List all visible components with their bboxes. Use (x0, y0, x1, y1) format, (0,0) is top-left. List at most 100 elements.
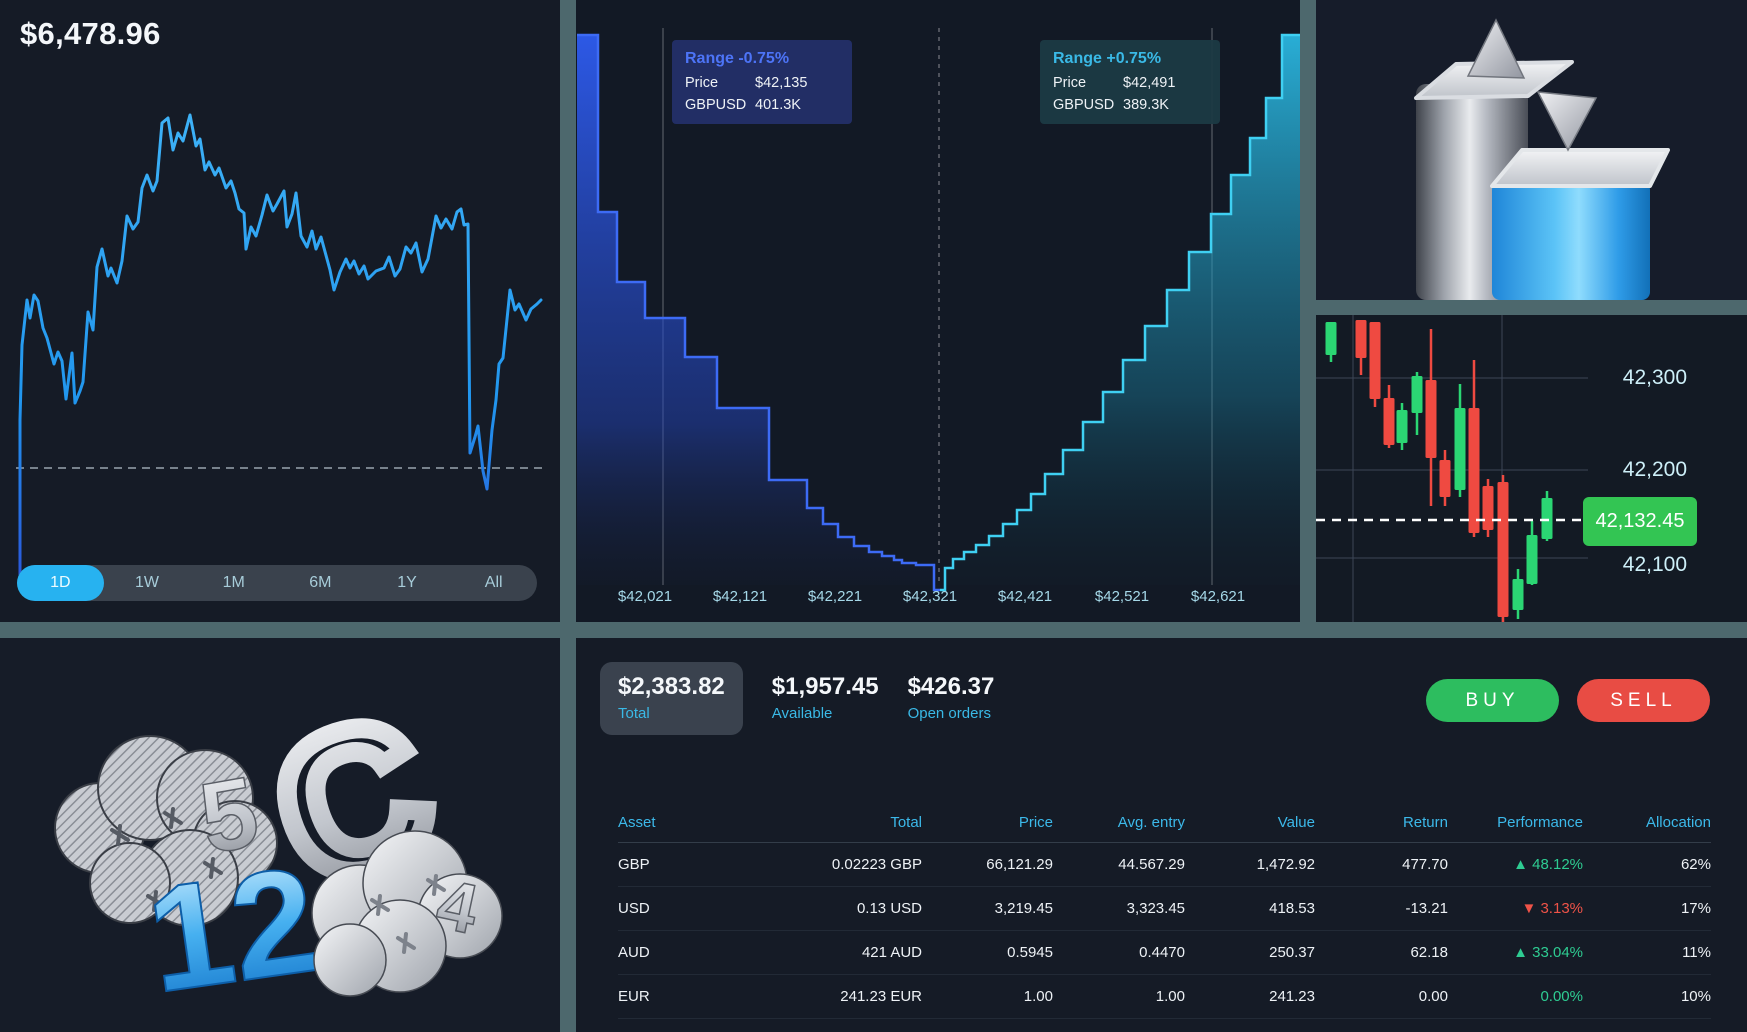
candle-body (1482, 486, 1494, 530)
available-card[interactable]: $1,957.45 Available (772, 662, 879, 735)
column-header-price: Price (1018, 813, 1053, 831)
depth-tooltip-right: Range +0.75% Price $42,491 GBPUSD 389.3K (1040, 40, 1220, 124)
numbers-illustration: 5 C 12 4 (54, 663, 503, 1025)
bids-line (577, 33, 940, 592)
depth-tooltip-left: Range -0.75% Price $42,135 GBPUSD 401.3K (672, 40, 852, 124)
depth-areas (577, 33, 1300, 592)
candle-body (1541, 498, 1553, 539)
open-orders-card[interactable]: $426.37 Open orders (908, 662, 995, 735)
total-value: $2,383.82 (618, 673, 725, 700)
candle-body (1383, 398, 1395, 445)
tooltip-price-value: $42,491 (1123, 75, 1176, 91)
tooltip-pair-label: GBPUSD (685, 96, 747, 113)
asks-area (940, 35, 1300, 590)
available-value: $1,957.45 (771, 673, 879, 700)
column-header-total: Total (890, 813, 922, 831)
column-header-avg-entry: Avg. entry (1117, 813, 1185, 831)
table-cell: 11% (1682, 944, 1711, 961)
table-cell: 10% (1680, 988, 1711, 1005)
table-row-eur[interactable]: EUR 241.23 EUR 1.00 1.00 241.23 0.00 0.00% 10% (618, 975, 1711, 1019)
candle-body (1355, 320, 1367, 358)
depth-axis-label: $42,421 (997, 588, 1053, 605)
candle-axis-label: 42,200 (1622, 458, 1687, 481)
tooltip-volume-value: 401.3K (755, 96, 801, 113)
performance-cell: ▲ 33.04% (1513, 944, 1583, 961)
table-cell: 241.23 (1269, 988, 1315, 1005)
cloud-x-marks (110, 807, 223, 912)
asks-line (940, 33, 1300, 592)
table-cell: 0.4470 (1139, 944, 1185, 961)
table-cell: 477.70 (1402, 856, 1448, 873)
candlestick-chart (1316, 315, 1588, 622)
table-cell: 62.18 (1410, 944, 1448, 961)
table-cell: 44.567.29 (1118, 856, 1185, 873)
candle-body (1411, 376, 1423, 413)
column-header-value: Value (1277, 813, 1315, 831)
artwork-panel: 5 C 12 4 (0, 638, 560, 1032)
total-card[interactable]: $2,383.82 Total (600, 662, 743, 735)
table-cell: 1.00 (1155, 988, 1185, 1005)
table-row-aud[interactable]: AUD 421 AUD 0.5945 0.4470 250.37 62.18 ▲ 33.04… (618, 931, 1711, 975)
candle-body (1468, 408, 1480, 533)
candle-body (1439, 460, 1451, 497)
candle-body (1512, 579, 1524, 610)
candle-body (1369, 322, 1381, 399)
depth-chart (577, 28, 1300, 592)
cloud-x-marks-right (370, 874, 446, 954)
candle-body (1325, 322, 1337, 355)
column-header-return: Return (1402, 813, 1448, 831)
table-row-gbp[interactable]: GBP 0.02223 GBP 66,121.29 44.567.29 1,472.92… (618, 843, 1711, 887)
candle-body (1425, 380, 1437, 458)
range-button-6m[interactable]: 6M (277, 565, 364, 601)
sell-button[interactable]: SELL (1577, 679, 1710, 722)
table-cell: 421 AUD (861, 944, 922, 961)
table-cell: 17% (1680, 900, 1711, 917)
range-button-1y[interactable]: 1Y (364, 565, 451, 601)
table-cell: 0.5945 (1007, 944, 1053, 961)
buy-button[interactable]: BUY (1426, 679, 1559, 722)
bar-sculpture-3d (1414, 18, 1670, 300)
candle-body (1497, 482, 1509, 617)
range-button-1m[interactable]: 1M (190, 565, 277, 601)
candlestick-panel: 42,300 42,200 42,100 42,132.45 (1316, 315, 1747, 622)
performance-cell: 0.00% (1540, 988, 1583, 1005)
table-cell: 3,323.45 (1126, 900, 1185, 917)
tooltip-title: Range +0.75% (1053, 50, 1162, 67)
candle-body (1396, 410, 1408, 443)
performance-cell: ▼ 3.13% (1521, 900, 1583, 917)
table-cell: 1.00 (1023, 988, 1053, 1005)
candle-axis-label: 42,100 (1622, 553, 1687, 576)
total-label: Total (618, 705, 650, 722)
candle-axis-label: 42,300 (1622, 366, 1687, 389)
table-cell: 0.13 USD (856, 900, 922, 917)
available-label: Available (771, 705, 833, 722)
table-row-usd[interactable]: USD 0.13 USD 3,219.45 3,323.45 418.53 -13.21 ▼… (618, 887, 1711, 931)
range-button-1d[interactable]: 1D (17, 565, 104, 601)
table-cell: 0.00 (1418, 988, 1448, 1005)
table-cell: AUD (618, 944, 650, 961)
table-cell: GBP (618, 856, 650, 873)
portfolio-line-chart (16, 113, 544, 577)
tooltip-pair-label: GBPUSD (1053, 96, 1115, 113)
column-header-performance: Performance (1497, 813, 1583, 831)
range-button-1w[interactable]: 1W (104, 565, 191, 601)
depth-axis-label: $42,321 (902, 588, 958, 605)
column-header-allocation: Allocation (1645, 813, 1711, 831)
account-summary: $2,383.82 Total $1,957.45 Available $426… (600, 662, 994, 735)
glyph-twelve: 12 (138, 834, 327, 1024)
range-button-all[interactable]: All (450, 565, 537, 601)
sculpture-panel (1316, 0, 1747, 300)
table-cell: 241.23 EUR (840, 988, 922, 1005)
column-header-asset: Asset (618, 813, 656, 831)
candle-body (1454, 408, 1466, 490)
triangle-down-icon (1536, 91, 1598, 152)
performance-cell: ▲ 48.12% (1513, 856, 1583, 873)
table-cell: 66,121.29 (986, 856, 1053, 873)
tooltip-volume-value: 389.3K (1123, 96, 1169, 113)
short-blue-bar (1490, 91, 1670, 300)
table-cell: EUR (618, 988, 650, 1005)
tooltip-title: Range -0.75% (685, 50, 790, 67)
portfolio-balance: $6,478.96 (20, 16, 161, 51)
table-cell: 0.02223 GBP (831, 856, 922, 873)
tooltip-price-value: $42,135 (755, 75, 808, 91)
